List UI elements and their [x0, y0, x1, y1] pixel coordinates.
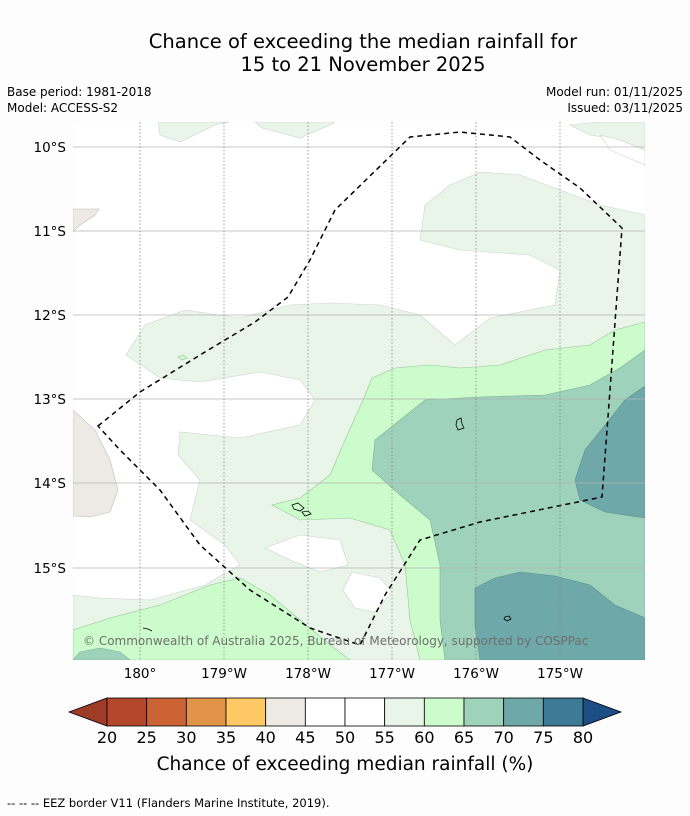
zone-70-75-southwest [73, 647, 131, 660]
colorbar-label-40: 40 [255, 728, 275, 747]
zone-45-50-west [73, 409, 119, 518]
lat-label-11s: 11°S [34, 224, 67, 240]
colorbar-label-70: 70 [493, 728, 513, 747]
lon-label-180: 180° [124, 666, 157, 682]
meta-right: Model run: 01/11/2025 Issued: 03/11/2025 [546, 84, 683, 116]
colorbar-segment-55-60 [384, 697, 425, 727]
island-outline-3 [301, 510, 312, 517]
chart-title: Chance of exceeding the median rainfall … [0, 30, 690, 76]
zone-65-70-speck [177, 354, 188, 361]
eez-border [96, 131, 623, 646]
lon-label-179w: 179°W [201, 666, 247, 682]
colorbar-title: Chance of exceeding median rainfall (%) [157, 754, 534, 775]
colorbar-label-30: 30 [176, 728, 196, 747]
zone-75-80-east [574, 385, 645, 519]
zone-60-65-top-left [157, 122, 231, 143]
colorbar-label-55: 55 [374, 728, 394, 747]
colorbar-segment-40-45 [265, 697, 306, 727]
zone-45-50-northwest [73, 208, 100, 233]
colorbar-segment-30-35 [185, 697, 227, 727]
island-outline [455, 417, 465, 431]
lat-label-15s: 15°S [34, 561, 67, 577]
colorbar-label-60: 60 [414, 728, 434, 747]
colorbar-label-35: 35 [216, 728, 236, 747]
longitude-labels: 180° 179°W 178°W 177°W 176°W 175°W [124, 666, 583, 682]
colorbar-segment-25-30 [146, 697, 187, 727]
map-figure: 10°S 11°S 12°S 13°S 14°S 15°S 180° 179°W… [34, 122, 645, 775]
colorbar-low-extend [67, 697, 108, 727]
title-line-1: Chance of exceeding the median rainfall … [148, 30, 578, 53]
colorbar-label-20: 20 [97, 728, 117, 747]
copyright-credit: © Commonwealth of Australia 2025, Bureau… [83, 634, 588, 648]
model-text: Model: ACCESS-S2 [7, 101, 119, 115]
gridlines [73, 146, 645, 569]
colorbar-segment-65-70 [463, 697, 505, 727]
issued-text: Issued: 03/11/2025 [567, 101, 683, 115]
colorbar-segment-75-80 [542, 697, 584, 727]
colorbar-label-50: 50 [335, 728, 355, 747]
lat-label-10s: 10°S [34, 140, 67, 156]
rainfall-map-area [73, 122, 645, 660]
zone-55-60-pocket-east [599, 134, 645, 166]
lon-label-177w: 177°W [369, 666, 415, 682]
title-line-2: 15 to 21 November 2025 [240, 53, 486, 76]
lon-label-176w: 176°W [453, 666, 499, 682]
model-run-text: Model run: 01/11/2025 [545, 85, 683, 99]
colorbar-segment-45-50 [304, 697, 346, 727]
colorbar-label-65: 65 [454, 728, 474, 747]
colorbar-segment-70-75 [503, 697, 544, 727]
base-period-text: Base period: 1981-2018 [7, 85, 152, 99]
colorbar-label-80: 80 [573, 728, 593, 747]
lat-label-12s: 12°S [34, 308, 67, 324]
island-outline-2 [291, 502, 305, 512]
lon-label-178w: 178°W [285, 666, 331, 682]
meta-left: Base period: 1981-2018 Model: ACCESS-S2 [7, 84, 152, 116]
colorbar-segment-20-25 [106, 697, 148, 727]
zone-60-65-top-mid [254, 122, 336, 139]
eez-footnote: -- -- -- EEZ border V11 (Flanders Marine… [7, 796, 330, 810]
colorbar-labels: 20 25 30 35 40 45 50 55 60 65 70 75 80 [97, 728, 593, 747]
zone-65-70-southwest [73, 577, 351, 660]
latitude-labels: 10°S 11°S 12°S 13°S 14°S 15°S [34, 140, 67, 577]
island-outline-4 [503, 615, 512, 622]
colorbar-segment-60-65 [423, 697, 465, 727]
meridians [139, 122, 561, 660]
island-outline-5 [142, 627, 153, 632]
colorbar-label-45: 45 [295, 728, 315, 747]
colorbar-high-extend [582, 697, 623, 727]
colorbar: 20 25 30 35 40 45 50 55 60 65 70 75 80 [67, 697, 623, 747]
lat-label-14s: 14°S [34, 476, 67, 492]
lon-label-175w: 175°W [537, 666, 583, 682]
colorbar-label-25: 25 [136, 728, 156, 747]
colorbar-segment-35-40 [225, 697, 267, 727]
colorbar-segments [106, 697, 584, 727]
colorbar-segment-50-55 [344, 697, 386, 727]
lat-label-13s: 13°S [34, 392, 67, 408]
zone-55-60-pocket-south [264, 534, 349, 573]
colorbar-label-75: 75 [533, 728, 553, 747]
